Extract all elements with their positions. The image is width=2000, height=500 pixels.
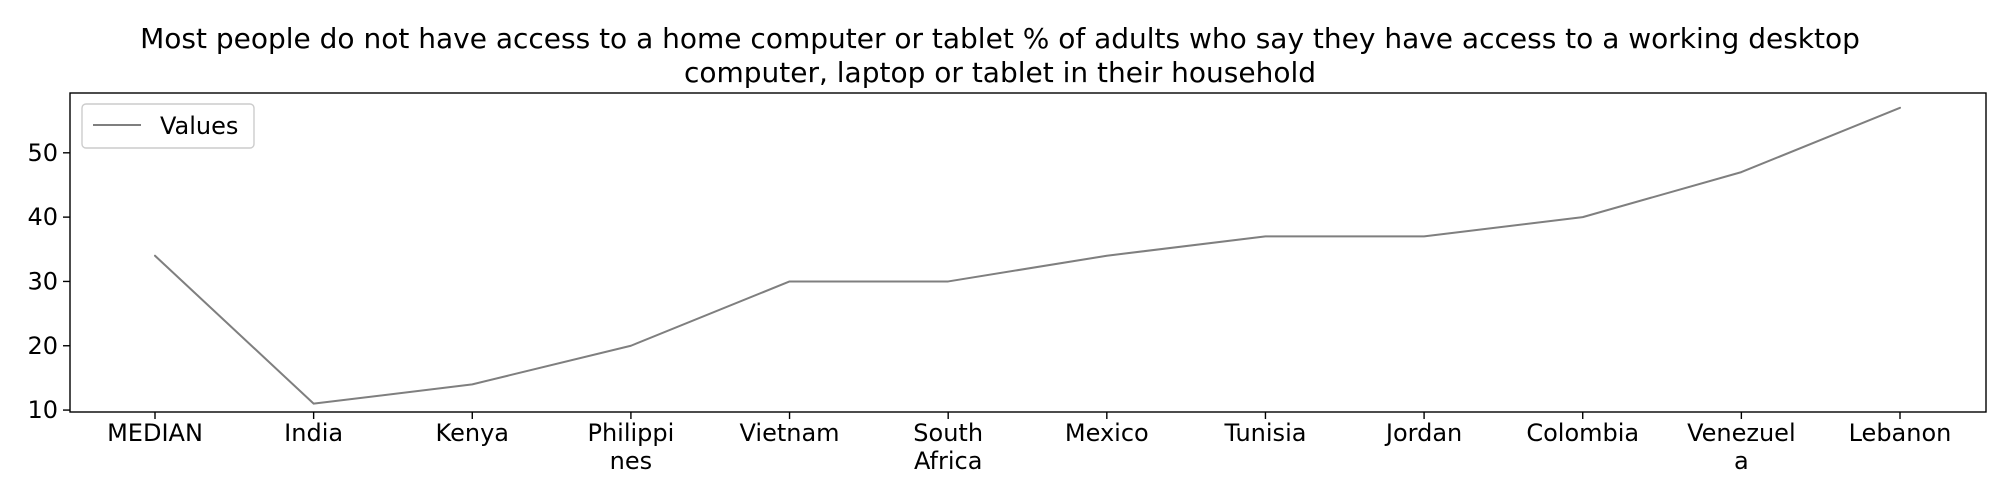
x-tick-label: Vietnam (740, 419, 840, 447)
y-tick-label: 40 (27, 203, 58, 231)
y-tick-label: 20 (27, 332, 58, 360)
x-tick-label: Tunisia (1223, 419, 1306, 447)
plot-area-frame (69, 92, 1987, 413)
y-tick-label: 30 (27, 267, 58, 295)
series-layer (154, 106, 1901, 405)
x-tick-label: Venezuel (1687, 419, 1796, 447)
x-tick-label: Mexico (1065, 419, 1149, 447)
x-tick-label: MEDIAN (107, 419, 203, 447)
x-tick-label: Jordan (1384, 419, 1462, 447)
x-tick-label: South (913, 419, 983, 447)
x-tick-label: Colombia (1526, 419, 1639, 447)
legend: Values (81, 103, 255, 149)
x-tick-label: Lebanon (1849, 419, 1952, 447)
x-tick-label: Kenya (436, 419, 509, 447)
legend-box (81, 103, 255, 149)
series-line (154, 106, 1901, 405)
y-axis: 10 20 30 40 50 (27, 139, 70, 424)
x-tick-label: nes (610, 447, 652, 475)
chart-title-line: Most people do not have access to a home… (140, 22, 1860, 55)
legend-label: Values (160, 112, 238, 140)
chart-title: Most people do not have access to a home… (140, 22, 1860, 89)
x-tick-label: Africa (914, 447, 982, 475)
y-tick-label: 50 (27, 139, 58, 167)
chart-title-line: computer, laptop or tablet in their hous… (684, 56, 1316, 89)
x-tick-label: a (1734, 447, 1749, 475)
x-tick-label: India (284, 419, 343, 447)
x-tick-label: Philippi (587, 419, 674, 447)
y-tick-label: 10 (27, 396, 58, 424)
